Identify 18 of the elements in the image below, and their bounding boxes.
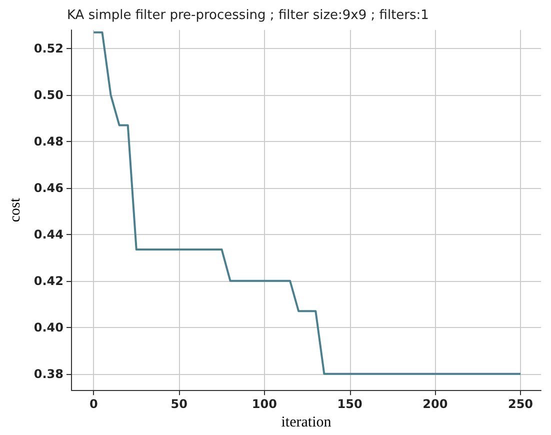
- x-tick-label: 100: [252, 397, 277, 412]
- y-tick-label: 0.38: [34, 366, 64, 381]
- x-axis-title: iteration: [281, 414, 332, 430]
- y-tick-label: 0.46: [34, 180, 64, 195]
- line-series: [92, 31, 522, 375]
- x-tick-label: 200: [422, 397, 448, 412]
- y-tick-label: 0.44: [34, 227, 64, 242]
- y-tick-label: 0.50: [34, 88, 64, 102]
- x-tick-label: 250: [508, 397, 534, 412]
- y-tick-label: 0.42: [34, 274, 64, 288]
- y-axis-title: cost: [8, 197, 24, 222]
- x-tick-label: 50: [170, 397, 188, 412]
- x-tick-label: 150: [337, 397, 362, 412]
- y-tick-label: 0.52: [34, 42, 64, 56]
- x-tick-label: 0: [90, 397, 98, 412]
- y-tick-label: 0.40: [34, 320, 64, 334]
- chart-title: KA simple filter pre-processing ; filter size:9x9 ; filters:1: [67, 8, 429, 23]
- y-tick-label: 0.48: [34, 134, 64, 149]
